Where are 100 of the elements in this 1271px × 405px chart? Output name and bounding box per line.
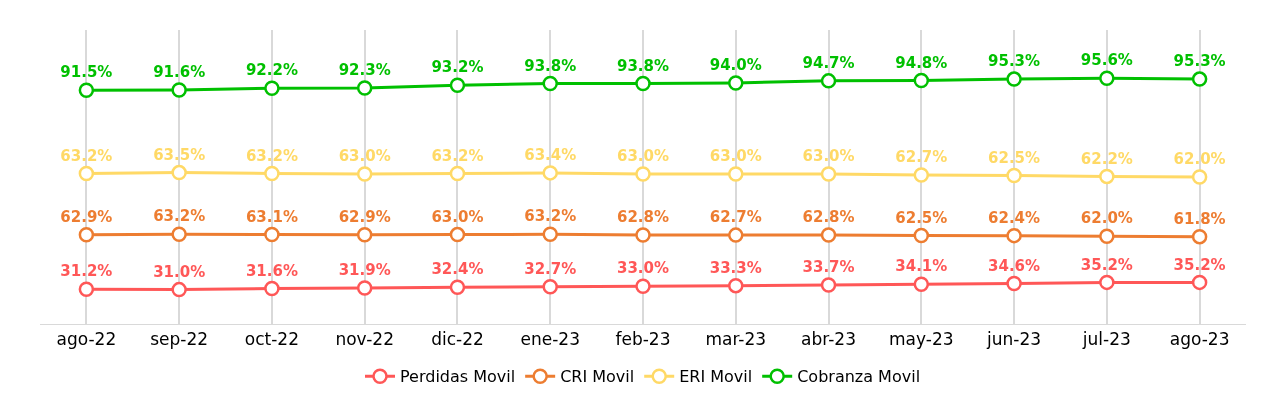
point [1191, 71, 1208, 87]
data-label: 63.4% [524, 146, 577, 165]
point [635, 75, 651, 92]
point [356, 166, 373, 182]
point [542, 226, 558, 242]
point [1191, 228, 1208, 245]
point [449, 279, 466, 295]
data-label: 33.7% [802, 258, 855, 277]
point [1191, 274, 1208, 291]
point [1006, 275, 1022, 292]
legend-label: Cobranza Movil [797, 367, 921, 387]
legend-label: ERI Movil [679, 367, 753, 387]
data-label: 32.7% [524, 259, 577, 278]
data-label: 62.8% [802, 208, 855, 227]
data-label: 31.0% [153, 262, 206, 281]
point [635, 278, 651, 294]
x-tick-label: feb-23 [615, 329, 671, 350]
data-label: 62.4% [988, 208, 1041, 227]
point [728, 227, 744, 243]
point [1006, 227, 1022, 244]
point [635, 166, 651, 182]
data-label: 63.1% [245, 207, 298, 226]
point [913, 72, 930, 89]
data-label: 63.0% [616, 147, 670, 166]
data-label: 62.5% [895, 208, 948, 227]
point [913, 276, 930, 293]
point [1099, 70, 1115, 86]
point [264, 226, 280, 243]
x-tick-label: ago-22 [56, 329, 117, 350]
data-label: 32.4% [431, 260, 484, 279]
point [449, 165, 466, 182]
x-tick-label: dic-22 [431, 329, 484, 350]
data-label: 62.8% [616, 208, 670, 227]
data-label: 63.0% [431, 207, 484, 226]
x-tick-label: jun-23 [986, 329, 1042, 350]
data-label: 63.2% [431, 146, 484, 165]
point [264, 165, 280, 182]
x-tick-label: jul-23 [1081, 329, 1131, 350]
data-label: 61.8% [1173, 209, 1226, 228]
point [171, 226, 187, 242]
x-tick-label: ago-23 [1169, 329, 1230, 350]
data-label: 63.2% [153, 207, 206, 226]
point [171, 82, 187, 98]
data-label: 63.0% [338, 147, 391, 166]
data-label: 92.3% [338, 61, 391, 80]
data-label: 95.6% [1080, 51, 1133, 70]
data-label: 62.7% [895, 148, 948, 167]
data-label: 63.0% [709, 147, 762, 166]
data-label: 62.0% [1173, 150, 1226, 169]
point [542, 75, 558, 92]
data-label: 95.3% [1173, 52, 1226, 71]
data-label: 94.0% [709, 56, 762, 75]
data-label: 62.9% [60, 207, 113, 226]
data-label: 63.5% [153, 145, 206, 164]
point [78, 82, 95, 99]
point [356, 80, 373, 96]
data-label: 63.2% [524, 207, 577, 226]
data-label: 35.2% [1080, 255, 1133, 274]
point [264, 80, 280, 96]
data-label: 93.8% [524, 56, 577, 75]
point [728, 166, 744, 182]
point [1099, 228, 1115, 245]
point [820, 277, 837, 293]
data-label: 62.2% [1080, 149, 1133, 168]
data-label: 94.7% [802, 53, 855, 72]
data-label: 62.9% [338, 207, 391, 226]
point [171, 281, 187, 298]
data-label: 62.7% [709, 208, 762, 227]
point [820, 227, 837, 243]
x-tick-label: nov-22 [335, 329, 394, 350]
x-tick-label: abr-23 [801, 329, 856, 350]
data-label: 93.2% [431, 58, 484, 77]
point [1099, 274, 1115, 291]
data-label: 34.1% [895, 257, 948, 276]
data-label: 31.6% [245, 261, 298, 280]
point [820, 73, 837, 89]
x-tick-label: oct-22 [244, 329, 300, 350]
point [1006, 167, 1022, 184]
data-label: 35.2% [1173, 255, 1226, 274]
point [1191, 169, 1208, 185]
data-label: 92.2% [245, 61, 298, 80]
x-tick-label: mar-23 [705, 329, 767, 350]
point [78, 281, 95, 298]
data-label: 63.0% [802, 147, 855, 166]
data-label: 63.2% [60, 146, 113, 165]
point [1099, 168, 1115, 185]
point [913, 227, 930, 244]
point [449, 77, 466, 94]
data-label: 93.8% [616, 56, 670, 75]
point [728, 277, 744, 294]
point [78, 165, 95, 182]
data-label: 31.9% [338, 261, 391, 280]
data-label: 91.5% [60, 63, 113, 82]
point [1006, 71, 1022, 87]
point [542, 165, 558, 181]
point [264, 280, 280, 297]
x-tick-label: ene-23 [520, 329, 580, 350]
point [78, 227, 95, 243]
data-label: 62.5% [988, 148, 1041, 167]
data-label: 34.6% [988, 256, 1041, 275]
